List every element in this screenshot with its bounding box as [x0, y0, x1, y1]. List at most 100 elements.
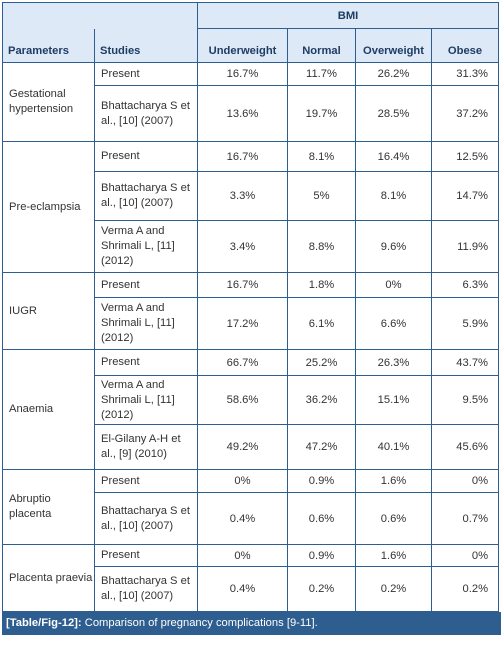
- obese-cell: 0%: [430, 469, 500, 493]
- table-body: Gestational hypertension Present 16.7% 11.7…: [2, 62, 500, 612]
- overweight-cell: 40.1%: [355, 424, 432, 470]
- obese-cell: 11.9%: [430, 220, 500, 273]
- parameter-cell: Gestational hypertension: [2, 62, 95, 142]
- obese-cell: 6.3%: [430, 272, 500, 298]
- overweight-cell: 16.4%: [355, 141, 432, 172]
- study-cell: Present: [94, 469, 198, 493]
- normal-cell: 0.9%: [287, 469, 356, 493]
- underweight-cell: 16.7%: [197, 141, 288, 172]
- normal-cell: 0.9%: [287, 544, 356, 567]
- study-cell: Present: [94, 349, 198, 376]
- overweight-cell: 0.6%: [355, 492, 432, 545]
- col-header-obese: Obese: [430, 28, 500, 63]
- header-blank: [2, 2, 198, 29]
- overweight-cell: 8.1%: [355, 171, 432, 221]
- table-row: Bhattacharya S et al., [10] (2007) 0.4% 0.…: [3, 492, 500, 545]
- study-cell: Verma A and Shrimali L, [11] (2012): [94, 375, 198, 425]
- underweight-cell: 0%: [197, 469, 288, 493]
- col-header-parameters: Parameters: [2, 28, 95, 63]
- study-cell: Bhattacharya S et al., [10] (2007): [94, 566, 198, 612]
- table-row: Gestational hypertension Present 16.7% 11.7…: [2, 62, 500, 142]
- underweight-cell: 66.7%: [197, 349, 288, 376]
- obese-cell: 37.2%: [430, 85, 500, 142]
- study-cell: Bhattacharya S et al., [10] (2007): [94, 85, 198, 142]
- parameter-cell: Placenta praevia: [2, 544, 95, 612]
- caption-text: Comparison of pregnancy complications [9…: [81, 617, 318, 629]
- table-caption: [Table/Fig-12]: Comparison of pregnancy …: [2, 612, 501, 635]
- normal-cell: 19.7%: [287, 85, 356, 142]
- normal-cell: 25.2%: [287, 349, 356, 376]
- parameter-cell: Abruptio placenta: [2, 469, 95, 545]
- overweight-cell: 28.5%: [355, 85, 432, 142]
- overweight-cell: 26.3%: [355, 349, 432, 376]
- obese-cell: 0.2%: [430, 566, 500, 612]
- overweight-cell: 6.6%: [355, 297, 432, 350]
- table-row: Bhattacharya S et al., [10] (2007) 3.3% 5%…: [3, 171, 500, 221]
- obese-cell: 45.6%: [430, 424, 500, 470]
- overweight-cell: 9.6%: [355, 220, 432, 273]
- underweight-cell: 3.4%: [197, 220, 288, 273]
- obese-cell: 31.3%: [430, 62, 500, 86]
- table-row: Verma A and Shrimali L, [11] (2012) 3.4% 8…: [3, 220, 500, 273]
- study-cell: Present: [94, 272, 198, 298]
- obese-cell: 43.7%: [430, 349, 500, 376]
- table-row: Abruptio placenta Present 0% 0.9% 1.6% 0%: [2, 469, 500, 545]
- study-cell: Bhattacharya S et al., [10] (2007): [94, 492, 198, 545]
- normal-cell: 11.7%: [287, 62, 356, 86]
- obese-cell: 0%: [430, 544, 500, 567]
- study-cell: Bhattacharya S et al., [10] (2007): [94, 171, 198, 221]
- table-row: IUGR Present 16.7% 1.8% 0% 6.3%: [2, 272, 500, 350]
- underweight-cell: 58.6%: [197, 375, 288, 425]
- underweight-cell: 0%: [197, 544, 288, 567]
- overweight-cell: 26.2%: [355, 62, 432, 86]
- col-header-overweight: Overweight: [355, 28, 432, 63]
- study-cell: Present: [94, 544, 198, 567]
- obese-cell: 9.5%: [430, 375, 500, 425]
- table-row: Placenta praevia Present 0% 0.9% 1.6% 0%: [2, 544, 500, 612]
- parameter-cell: Anaemia: [2, 349, 95, 470]
- table-row: Pre-eclampsia Present 16.7% 8.1% 16.4% 12.5%: [2, 141, 500, 273]
- normal-cell: 5%: [287, 171, 356, 221]
- normal-cell: 6.1%: [287, 297, 356, 350]
- study-cell: Verma A and Shrimali L, [11] (2012): [94, 220, 198, 273]
- underweight-cell: 16.7%: [197, 62, 288, 86]
- table-row: Bhattacharya S et al., [10] (2007) 0.4% 0.…: [3, 566, 500, 612]
- normal-cell: 47.2%: [287, 424, 356, 470]
- underweight-cell: 17.2%: [197, 297, 288, 350]
- overweight-cell: 15.1%: [355, 375, 432, 425]
- caption-label: [Table/Fig-12]:: [6, 617, 82, 629]
- obese-cell: 14.7%: [430, 171, 500, 221]
- normal-cell: 0.6%: [287, 492, 356, 545]
- col-header-normal: Normal: [287, 28, 356, 63]
- underweight-cell: 49.2%: [197, 424, 288, 470]
- underweight-cell: 16.7%: [197, 272, 288, 298]
- study-cell: Present: [94, 141, 198, 172]
- overweight-cell: 0.2%: [355, 566, 432, 612]
- overweight-cell: 0%: [355, 272, 432, 298]
- obese-cell: 12.5%: [430, 141, 500, 172]
- col-header-underweight: Underweight: [197, 28, 288, 63]
- overweight-cell: 1.6%: [355, 544, 432, 567]
- study-cell: Present: [94, 62, 198, 86]
- bmi-header: BMI: [196, 2, 500, 29]
- normal-cell: 36.2%: [287, 375, 356, 425]
- parameter-cell: IUGR: [2, 272, 95, 350]
- underweight-cell: 0.4%: [197, 566, 288, 612]
- table-row: Verma A and Shrimali L, [11] (2012) 58.6%…: [3, 375, 500, 425]
- table-row: Verma A and Shrimali L, [11] (2012) 17.2%…: [3, 297, 500, 350]
- underweight-cell: 0.4%: [197, 492, 288, 545]
- normal-cell: 1.8%: [287, 272, 356, 298]
- underweight-cell: 13.6%: [197, 85, 288, 142]
- normal-cell: 8.8%: [287, 220, 356, 273]
- normal-cell: 0.2%: [287, 566, 356, 612]
- underweight-cell: 3.3%: [197, 171, 288, 221]
- normal-cell: 8.1%: [287, 141, 356, 172]
- table-row: Bhattacharya S et al., [10] (2007) 13.6% 1…: [3, 85, 500, 142]
- col-header-studies: Studies: [94, 28, 198, 63]
- overweight-cell: 1.6%: [355, 469, 432, 493]
- obese-cell: 0.7%: [430, 492, 500, 545]
- study-cell: El-Gilany A-H et al., [9] (2010): [94, 424, 198, 470]
- table-row: Anaemia Present 66.7% 25.2% 26.3% 43.7%: [2, 349, 500, 470]
- study-cell: Verma A and Shrimali L, [11] (2012): [94, 297, 198, 350]
- table-figure: BMI Parameters Studies Underweight Norma…: [2, 2, 501, 635]
